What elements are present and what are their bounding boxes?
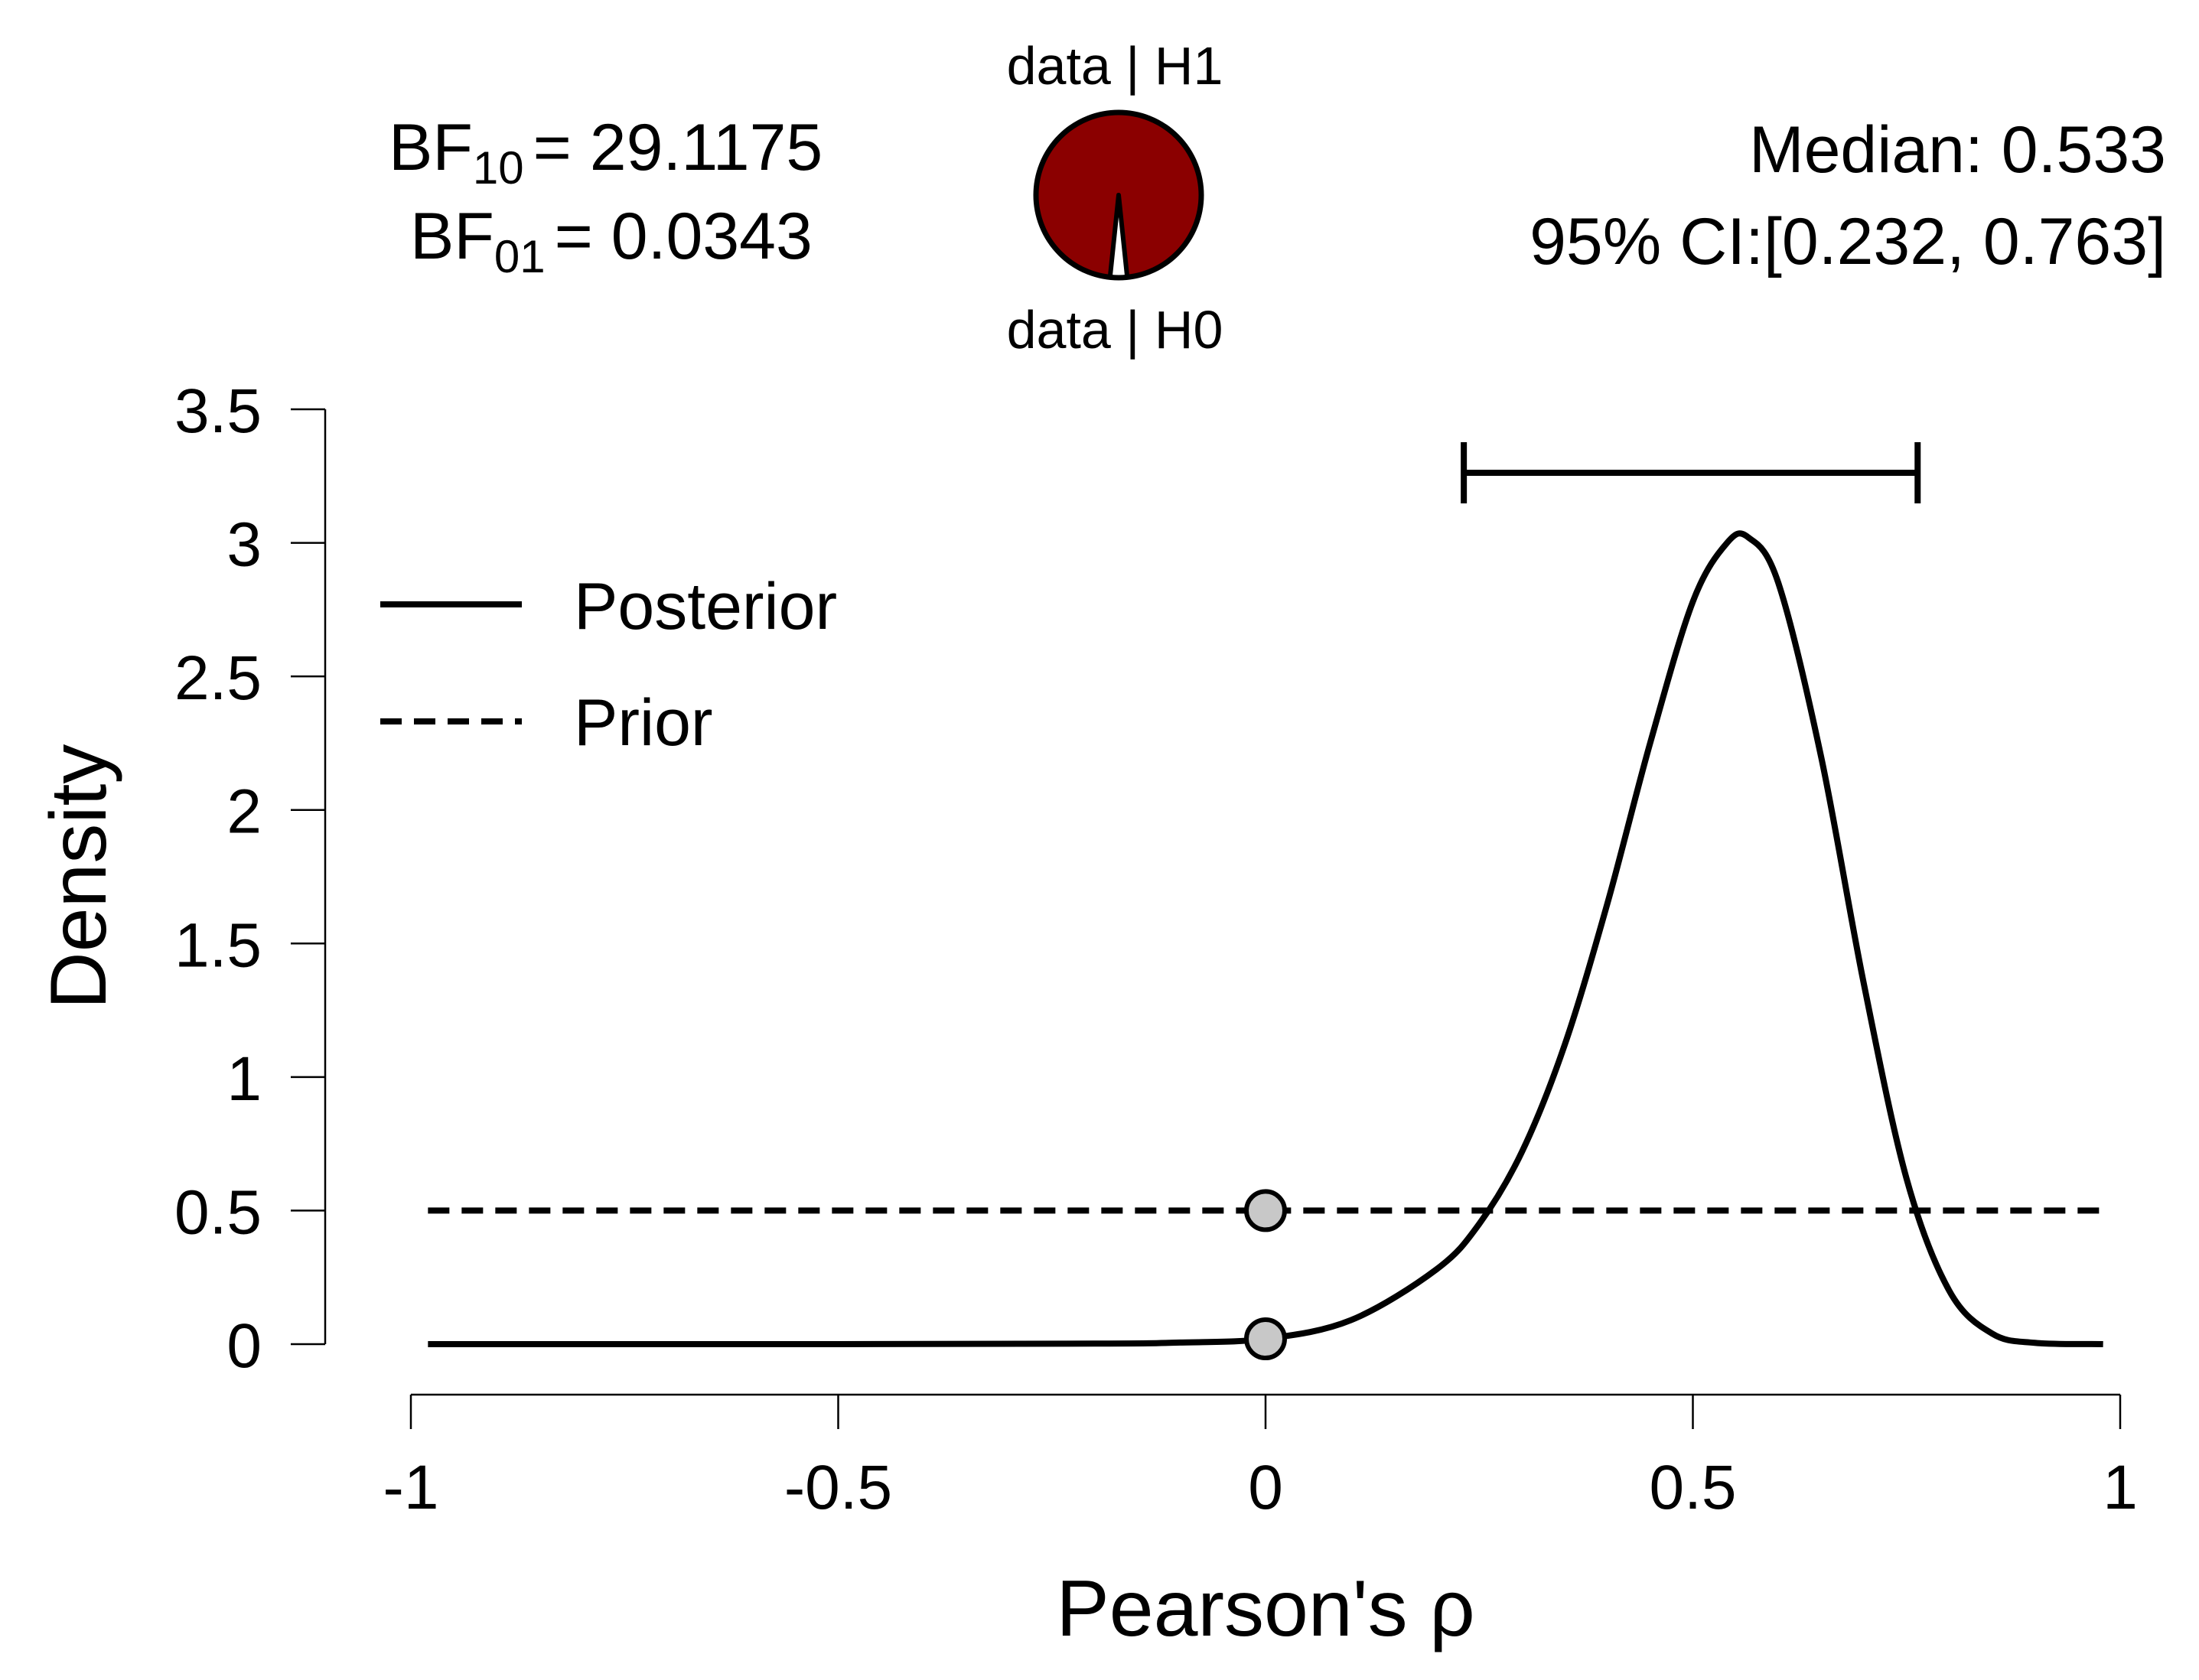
y-tick-label: 2.5 bbox=[174, 643, 262, 713]
y-tick-label: 0 bbox=[226, 1311, 262, 1381]
y-tick-label: 2 bbox=[226, 777, 262, 847]
bf01-text: BF01 = 0.0343 bbox=[410, 200, 813, 282]
credible-interval-bar bbox=[1461, 442, 1921, 503]
legend-prior-label: Prior bbox=[574, 686, 713, 760]
y-tick-label: 3 bbox=[226, 510, 262, 580]
x-tick-label: 0.5 bbox=[1650, 1453, 1737, 1522]
y-tick-label: 3.5 bbox=[174, 376, 262, 446]
x-tick-label: 0 bbox=[1248, 1453, 1283, 1522]
legend-posterior-label: Posterior bbox=[574, 570, 837, 643]
x-ticks: -1 -0.5 0 0.5 1 bbox=[383, 1395, 2138, 1522]
x-tick-label: 1 bbox=[2103, 1453, 2138, 1522]
pie-top-label: data | H1 bbox=[1007, 36, 1223, 96]
x-tick-label: -1 bbox=[383, 1453, 439, 1522]
posterior-line bbox=[428, 530, 2103, 1348]
x-axis-title: Pearson's ρ bbox=[1056, 1564, 1474, 1653]
bf01-annotation: BF01 = 0.0343 bbox=[410, 200, 813, 282]
y-axis-title: Density bbox=[34, 744, 123, 1010]
bf10-annotation: BF10 = 29.1175 bbox=[389, 111, 823, 194]
points bbox=[1244, 1189, 1287, 1361]
bf10-text: BF10 = 29.1175 bbox=[389, 111, 823, 194]
legend: Posterior Prior bbox=[380, 570, 837, 760]
posterior-at-zero-point bbox=[1244, 1317, 1287, 1361]
median-text: Median: 0.533 bbox=[1749, 113, 2166, 187]
y-tick-label: 1.5 bbox=[174, 910, 262, 980]
pie-outline bbox=[1033, 109, 1204, 281]
prior-at-zero-point bbox=[1244, 1189, 1287, 1232]
y-ticks: 0 0.5 1 1.5 2 2.5 3 3.5 bbox=[174, 376, 325, 1381]
y-tick-label: 1 bbox=[226, 1044, 262, 1114]
y-tick-label: 0.5 bbox=[174, 1177, 262, 1247]
x-tick-label: -0.5 bbox=[784, 1453, 892, 1522]
evidence-pie bbox=[1033, 109, 1204, 281]
pie-bottom-label: data | H0 bbox=[1007, 300, 1223, 360]
ci-text: 95% CI:[0.232, 0.763] bbox=[1530, 205, 2166, 278]
